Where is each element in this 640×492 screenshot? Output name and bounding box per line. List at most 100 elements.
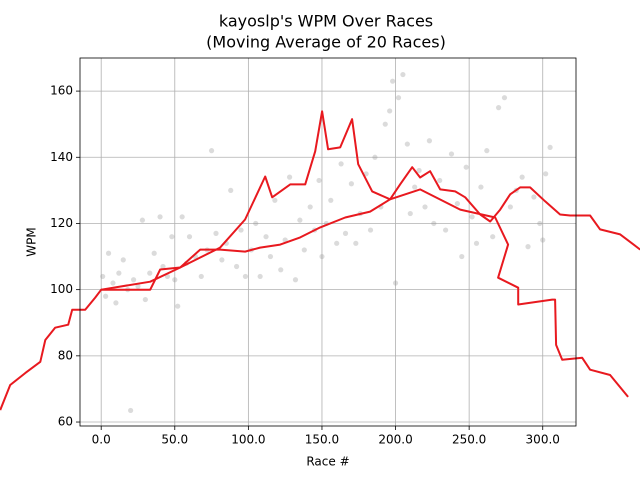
scatter-point <box>147 270 153 276</box>
scatter-point <box>426 138 433 144</box>
scatter-point <box>128 407 134 414</box>
x-tick-label: 0.0 <box>92 433 111 447</box>
scatter-point <box>103 293 109 299</box>
x-tick-label: 150.0 <box>305 433 339 447</box>
scatter-point <box>422 204 428 210</box>
scatter-point <box>139 217 146 223</box>
scatter-point <box>297 217 303 223</box>
scatter-point <box>412 184 418 190</box>
x-tick-label: 200.0 <box>378 433 412 447</box>
scatter-point <box>319 253 325 260</box>
scatter-point <box>267 253 274 260</box>
scatter-point <box>478 184 484 190</box>
scatter-point <box>238 227 244 233</box>
scatter-point <box>507 204 513 210</box>
x-tick-label: 100.0 <box>231 433 265 447</box>
scatter-point <box>531 194 537 200</box>
scatter-point <box>348 181 355 187</box>
scatter-point <box>543 171 549 177</box>
scatter-point <box>151 250 157 256</box>
scatter-point <box>160 263 166 270</box>
scatter-point <box>501 95 508 101</box>
scatter-point <box>179 214 185 220</box>
scatter-point <box>278 267 284 273</box>
scatter-point <box>130 277 137 283</box>
scatter-point <box>372 154 378 160</box>
scatter-point <box>208 148 215 154</box>
scatter-point <box>100 273 106 280</box>
scatter-point <box>175 303 181 309</box>
scatter-point <box>473 240 480 246</box>
scatter-point <box>519 174 525 180</box>
scatter-point <box>448 151 455 157</box>
x-tick-label: 250.0 <box>452 433 486 447</box>
scatter-point <box>454 201 460 207</box>
y-tick-label: 120 <box>50 216 73 230</box>
scatter-point <box>437 177 443 184</box>
scatter-point <box>400 71 406 78</box>
scatter-point <box>495 105 502 111</box>
scatter-point <box>242 273 249 280</box>
scatter-point <box>257 273 263 280</box>
scatter-point <box>431 220 437 227</box>
scatter-point <box>442 227 449 233</box>
scatter-point <box>525 244 531 250</box>
scatter-point <box>416 167 422 174</box>
chart-subtitle: (Moving Average of 20 Races) <box>206 33 446 52</box>
scatter-point <box>316 177 322 184</box>
scatter-point <box>263 234 269 240</box>
scatter-point <box>484 148 490 154</box>
scatter-point <box>390 78 396 84</box>
scatter-point <box>540 237 546 243</box>
scatter-point <box>459 253 465 260</box>
scatter-point <box>113 300 119 306</box>
plot-frame <box>79 57 577 427</box>
scatter-point <box>353 240 359 246</box>
scatter-point <box>234 263 240 270</box>
scatter-point <box>186 234 193 240</box>
scatter-point <box>286 174 293 180</box>
scatter-point <box>334 240 340 246</box>
y-tick-label: 160 <box>50 84 73 98</box>
scatter-point <box>338 161 344 167</box>
y-tick-label: 80 <box>58 348 73 362</box>
scatter-point <box>135 283 141 289</box>
y-tick-label: 140 <box>50 150 73 164</box>
scatter-point <box>157 214 163 220</box>
scatter-point <box>387 108 393 114</box>
y-axis-label: WPM <box>25 227 39 256</box>
scatter-point <box>537 220 543 227</box>
scatter-point <box>198 273 204 280</box>
x-axis-label: Race # <box>306 455 349 469</box>
scatter-point <box>547 144 553 150</box>
scatter-point <box>213 230 219 236</box>
scatter-point <box>307 204 313 210</box>
scatter-point <box>169 234 175 240</box>
moving-average-line <box>101 166 640 291</box>
scatter-point <box>292 277 299 283</box>
scatter-point <box>301 247 307 253</box>
scatter-point <box>367 227 374 233</box>
chart-title: kayoslp's WPM Over Races <box>219 12 433 31</box>
moving-average-line <box>0 110 629 411</box>
scatter-point <box>469 214 475 220</box>
scatter-point <box>328 197 334 203</box>
scatter-point <box>110 280 116 286</box>
scatter-point <box>407 210 413 217</box>
scatter-point <box>463 164 469 170</box>
x-tick-label: 300.0 <box>526 433 560 447</box>
scatter-point <box>253 220 259 227</box>
scatter-point <box>382 121 388 127</box>
scatter-point <box>142 296 148 303</box>
scatter-point <box>395 95 402 101</box>
scatter-point <box>342 230 349 236</box>
scatter-point <box>490 234 496 240</box>
y-tick-label: 60 <box>58 415 73 429</box>
scatter-point <box>219 257 225 263</box>
x-tick-label: 50.0 <box>161 433 188 447</box>
scatter-point <box>228 187 234 193</box>
scatter-point <box>105 250 112 256</box>
scatter-point <box>172 277 178 283</box>
